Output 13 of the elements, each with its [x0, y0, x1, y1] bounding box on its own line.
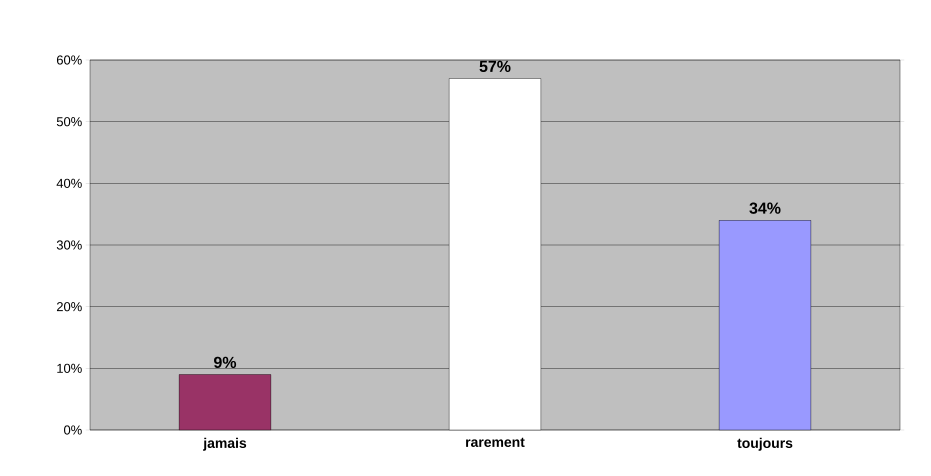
data-label: 34%: [749, 202, 781, 214]
data-label: 9%: [214, 356, 236, 368]
data-label: 57%: [480, 60, 511, 72]
y-tick-label: 30%: [56, 240, 82, 250]
y-tick-label: 0%: [64, 425, 82, 435]
y-tick-label: 50%: [56, 117, 82, 126]
x-tick-label: jamais: [203, 438, 246, 451]
y-tick-label: 40%: [56, 178, 82, 188]
y-tick-label: 60%: [56, 55, 82, 65]
y-tick-label: 10%: [57, 364, 82, 373]
x-tick-label: toujours: [737, 438, 792, 451]
y-tick-label: 20%: [56, 302, 82, 312]
x-tick-label: rarement: [466, 438, 525, 448]
